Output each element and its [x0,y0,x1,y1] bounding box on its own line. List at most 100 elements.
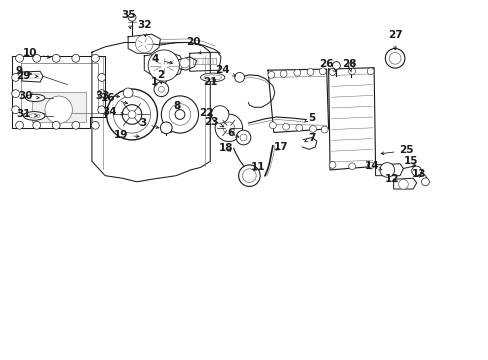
Circle shape [113,96,150,133]
Text: 30: 30 [18,91,39,102]
Circle shape [45,96,72,123]
Circle shape [106,89,157,140]
Circle shape [160,122,172,134]
Text: 2: 2 [157,70,163,84]
Circle shape [267,71,274,78]
Circle shape [91,54,99,62]
Polygon shape [92,42,210,182]
Circle shape [328,161,335,168]
Circle shape [215,114,242,141]
Circle shape [366,68,373,75]
Circle shape [72,121,80,129]
Circle shape [148,50,179,81]
Polygon shape [128,34,160,53]
Circle shape [366,162,373,169]
Polygon shape [375,164,403,176]
Text: 4: 4 [151,54,172,64]
Ellipse shape [23,112,45,120]
Circle shape [240,134,246,141]
Ellipse shape [200,73,224,82]
Circle shape [242,169,256,183]
Text: 7: 7 [304,132,315,143]
Circle shape [379,163,394,177]
Text: 33: 33 [95,91,120,102]
Circle shape [135,35,153,53]
Circle shape [236,130,250,145]
Polygon shape [393,178,416,189]
Circle shape [33,54,41,62]
Text: 20: 20 [185,37,201,54]
Circle shape [223,122,234,134]
Circle shape [161,96,198,133]
Circle shape [169,104,190,125]
Text: 8: 8 [173,101,180,111]
Text: 35: 35 [121,10,135,29]
Text: 25: 25 [380,145,413,156]
Polygon shape [32,92,85,122]
Circle shape [269,122,276,129]
Circle shape [280,70,286,77]
Circle shape [347,63,353,68]
Polygon shape [144,52,183,77]
Circle shape [12,73,20,81]
Circle shape [91,121,99,129]
Circle shape [175,109,184,120]
Text: 16: 16 [101,93,127,104]
Text: 23: 23 [203,117,224,127]
Circle shape [332,62,340,69]
Text: 22: 22 [199,108,213,118]
Circle shape [128,13,136,21]
Polygon shape [22,71,43,82]
Ellipse shape [25,94,45,102]
Circle shape [154,82,168,96]
Circle shape [123,88,133,98]
Circle shape [52,121,60,129]
Text: 15: 15 [403,156,417,166]
Text: 31: 31 [16,109,37,120]
Text: 18: 18 [218,143,233,153]
Circle shape [98,106,105,114]
Circle shape [421,178,428,186]
Circle shape [128,111,136,118]
Circle shape [293,69,300,76]
Circle shape [180,58,189,68]
Text: 13: 13 [411,168,426,179]
Circle shape [321,126,327,133]
Circle shape [12,90,20,98]
Text: 10: 10 [23,48,50,58]
Text: 27: 27 [387,30,402,50]
Circle shape [348,68,355,75]
Text: 6: 6 [227,128,238,138]
Circle shape [328,68,335,76]
Circle shape [388,53,400,64]
Text: 5: 5 [305,113,315,123]
Circle shape [33,121,41,129]
Circle shape [16,121,23,129]
Text: 12: 12 [384,174,399,184]
Circle shape [309,125,316,132]
Text: 14: 14 [364,161,381,171]
Circle shape [295,124,302,131]
Circle shape [411,166,421,176]
Polygon shape [328,68,375,170]
Text: 26: 26 [319,59,336,72]
Ellipse shape [203,75,221,80]
Circle shape [238,165,260,186]
Polygon shape [20,63,98,113]
Text: 1: 1 [150,77,157,87]
Circle shape [211,106,228,123]
Circle shape [98,90,105,98]
Circle shape [52,54,60,62]
Polygon shape [12,56,105,128]
Circle shape [348,163,355,170]
Circle shape [98,73,105,81]
Circle shape [319,68,325,75]
Polygon shape [267,69,328,132]
Text: 3: 3 [139,118,159,129]
Circle shape [398,179,407,189]
Circle shape [122,105,142,124]
Text: 17: 17 [273,142,288,152]
Text: 28: 28 [342,59,356,72]
Circle shape [306,68,313,76]
Circle shape [16,54,23,62]
